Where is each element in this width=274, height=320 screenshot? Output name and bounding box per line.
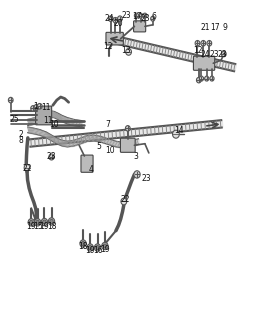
- Circle shape: [43, 220, 46, 224]
- Circle shape: [125, 125, 130, 131]
- Circle shape: [195, 41, 200, 46]
- Circle shape: [102, 242, 108, 250]
- Text: 5: 5: [96, 142, 101, 151]
- Circle shape: [41, 218, 48, 226]
- Circle shape: [113, 18, 118, 23]
- Circle shape: [108, 16, 113, 21]
- Circle shape: [87, 244, 93, 251]
- Circle shape: [30, 220, 33, 224]
- Text: 6: 6: [152, 12, 156, 21]
- Text: 10: 10: [49, 120, 58, 129]
- Circle shape: [121, 198, 127, 205]
- Text: 7: 7: [106, 120, 110, 129]
- Text: 22: 22: [120, 195, 130, 204]
- Text: 10: 10: [105, 146, 115, 155]
- Text: 24: 24: [201, 51, 210, 60]
- Circle shape: [199, 76, 204, 81]
- Circle shape: [28, 219, 35, 226]
- Text: 18: 18: [47, 221, 56, 230]
- FancyBboxPatch shape: [36, 106, 52, 125]
- Text: 2: 2: [19, 130, 24, 139]
- Text: 14: 14: [174, 126, 184, 135]
- Circle shape: [139, 13, 143, 18]
- Text: 17: 17: [210, 23, 219, 32]
- Text: 23: 23: [218, 51, 228, 60]
- Text: 19: 19: [27, 222, 36, 231]
- FancyBboxPatch shape: [106, 32, 123, 45]
- Circle shape: [103, 244, 107, 248]
- Text: 13: 13: [122, 46, 131, 55]
- Text: 3: 3: [133, 151, 138, 161]
- Text: 1: 1: [33, 102, 38, 111]
- Circle shape: [151, 16, 155, 21]
- Circle shape: [94, 244, 101, 251]
- Circle shape: [143, 13, 147, 18]
- Circle shape: [173, 130, 179, 138]
- Text: 19: 19: [101, 245, 110, 254]
- Circle shape: [205, 76, 209, 81]
- Text: 15: 15: [33, 222, 43, 231]
- Circle shape: [8, 97, 13, 103]
- Text: 19: 19: [86, 246, 95, 255]
- FancyBboxPatch shape: [193, 56, 215, 70]
- Circle shape: [126, 49, 132, 55]
- Text: 23: 23: [140, 14, 150, 23]
- Circle shape: [31, 106, 35, 111]
- Text: 11: 11: [43, 116, 52, 125]
- Text: 23: 23: [122, 11, 131, 20]
- Polygon shape: [106, 34, 236, 71]
- Circle shape: [48, 218, 55, 225]
- Text: 20: 20: [114, 19, 123, 28]
- Circle shape: [36, 220, 39, 224]
- Circle shape: [89, 245, 92, 250]
- Text: 23: 23: [209, 51, 219, 60]
- Circle shape: [134, 13, 139, 18]
- Text: 23: 23: [141, 174, 151, 183]
- Text: 16: 16: [93, 246, 103, 255]
- Circle shape: [201, 41, 206, 46]
- Text: 21: 21: [200, 23, 210, 32]
- Circle shape: [80, 240, 86, 247]
- Circle shape: [35, 219, 41, 226]
- Text: 9: 9: [223, 23, 227, 32]
- Circle shape: [207, 41, 212, 46]
- Polygon shape: [29, 120, 223, 147]
- Text: 12: 12: [193, 45, 202, 54]
- Text: 12: 12: [103, 42, 113, 51]
- Text: 4: 4: [89, 165, 93, 174]
- FancyBboxPatch shape: [134, 21, 146, 32]
- Text: 17: 17: [132, 12, 142, 21]
- Text: 22: 22: [22, 164, 32, 173]
- Circle shape: [196, 77, 201, 83]
- Circle shape: [34, 104, 39, 110]
- Circle shape: [118, 16, 122, 21]
- Text: 19: 19: [40, 222, 49, 231]
- FancyBboxPatch shape: [121, 138, 135, 152]
- Text: 18: 18: [78, 242, 87, 251]
- Circle shape: [50, 220, 53, 223]
- Text: 24: 24: [105, 14, 114, 23]
- Circle shape: [210, 76, 214, 81]
- Text: 11: 11: [41, 103, 50, 112]
- Text: 23: 23: [47, 152, 56, 161]
- Circle shape: [24, 164, 30, 171]
- Circle shape: [37, 103, 42, 109]
- Circle shape: [49, 154, 54, 160]
- Text: 25: 25: [9, 115, 19, 124]
- Circle shape: [96, 245, 99, 250]
- FancyBboxPatch shape: [81, 155, 93, 172]
- Circle shape: [134, 171, 140, 178]
- Circle shape: [221, 51, 226, 57]
- Text: 8: 8: [19, 136, 24, 145]
- Circle shape: [81, 242, 85, 245]
